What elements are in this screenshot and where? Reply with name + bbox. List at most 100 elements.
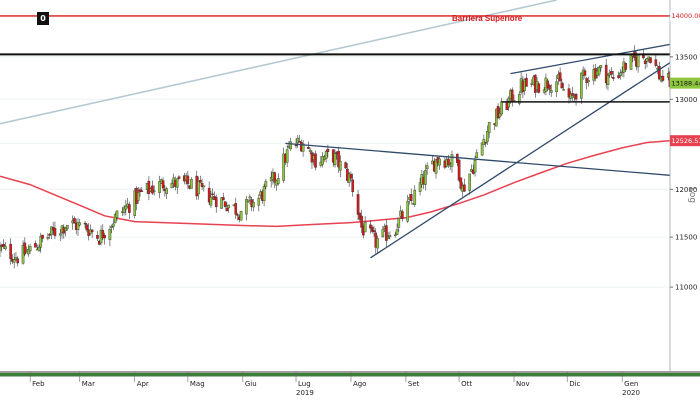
candle-up: [136, 192, 140, 201]
candle-up: [393, 234, 397, 237]
candle-down: [537, 83, 541, 93]
candle-down: [574, 93, 578, 100]
candle-up: [606, 75, 610, 85]
candle-up: [264, 181, 268, 187]
candle-down: [90, 229, 94, 233]
candle-down: [369, 224, 372, 229]
candle-up: [289, 141, 292, 150]
candle-up: [276, 178, 280, 184]
candle-up: [555, 81, 558, 93]
candles-layer: [0, 45, 672, 269]
candle-up: [376, 238, 379, 249]
candle-down: [9, 243, 12, 260]
candle-up: [113, 214, 117, 223]
candle-down: [23, 242, 27, 255]
candle-up: [518, 94, 521, 104]
candle-down: [571, 93, 574, 96]
candle-down: [385, 225, 388, 241]
candle-down: [401, 211, 404, 219]
y-tick-label: 11000: [675, 284, 697, 292]
candle-up: [486, 131, 489, 142]
candle-up: [388, 235, 392, 237]
candle-up: [66, 224, 69, 229]
candle-up: [158, 181, 161, 193]
candle-down: [96, 235, 99, 239]
candle-up: [498, 113, 502, 118]
candle-up: [21, 245, 25, 264]
candle-down: [344, 162, 347, 169]
candle-up: [386, 236, 390, 239]
candle-down: [103, 235, 106, 239]
trend-lines-layer: [285, 43, 671, 259]
candle-up: [363, 222, 367, 233]
candle-up: [434, 159, 438, 174]
candle-up: [202, 185, 206, 188]
candle-up: [39, 236, 43, 248]
candle-up: [580, 72, 583, 99]
x-year-label: 2020: [622, 389, 640, 397]
candle-up: [28, 246, 32, 252]
candle-down: [658, 66, 661, 80]
candle-down: [372, 230, 376, 233]
x-tick-label: Nov: [516, 380, 530, 388]
candle-down: [337, 150, 340, 168]
candle-down: [370, 227, 374, 232]
candle-up: [324, 151, 328, 159]
x-tick-label: Gen: [624, 380, 638, 388]
trend-line[interactable]: [285, 142, 671, 176]
candle-down: [223, 201, 227, 207]
trend-line[interactable]: [510, 43, 671, 75]
candle-up: [190, 179, 193, 189]
candle-up: [308, 149, 312, 153]
candle-up: [245, 199, 248, 215]
candle-down: [611, 76, 615, 79]
candle-down: [558, 72, 562, 82]
candle-up: [475, 152, 479, 158]
candle-down: [496, 106, 500, 119]
candle-down: [484, 142, 487, 144]
candle-up: [569, 93, 573, 99]
candle-up: [562, 89, 565, 91]
candle-down: [236, 214, 239, 216]
candle-up: [27, 249, 30, 255]
candle-down: [222, 197, 225, 201]
candle-up: [549, 89, 553, 93]
candle-up: [333, 153, 337, 166]
candle-down: [211, 193, 214, 195]
candle-up: [424, 170, 427, 185]
y-axis-background: [670, 0, 700, 400]
moving-average-price-tag-box: [670, 135, 700, 147]
x-tick-label: Apr: [137, 380, 149, 388]
moving-average-line: [0, 139, 671, 228]
candle-up: [50, 226, 53, 235]
corner-badge[interactable]: 0: [37, 12, 49, 25]
candle-down: [583, 70, 587, 76]
candle-up: [425, 165, 429, 170]
candle-up: [115, 210, 119, 218]
moving-average-price-tag: 12526.5164: [672, 137, 700, 145]
y-tick-label: 13500: [675, 53, 697, 61]
candle-up: [587, 80, 590, 83]
y-tick-label: 12000: [675, 186, 697, 194]
candle-up: [110, 226, 113, 228]
candle-up: [285, 149, 289, 163]
candle-up: [12, 259, 16, 263]
candle-down: [48, 234, 51, 236]
candle-down: [643, 60, 647, 64]
x-year-label: 2019: [296, 389, 314, 397]
candle-up: [246, 199, 250, 202]
candle-down: [234, 203, 238, 215]
candle-up: [282, 153, 285, 181]
candle-up: [629, 54, 633, 70]
trend-line[interactable]: [370, 62, 671, 259]
candle-down: [128, 204, 131, 213]
candle-up: [64, 227, 67, 232]
x-tick-label: Mar: [82, 380, 95, 388]
candle-down: [617, 75, 620, 78]
candle-up: [248, 196, 252, 199]
candle-up: [76, 222, 80, 230]
candle-down: [459, 177, 463, 189]
candle-down: [151, 185, 154, 194]
candle-down: [53, 227, 57, 236]
